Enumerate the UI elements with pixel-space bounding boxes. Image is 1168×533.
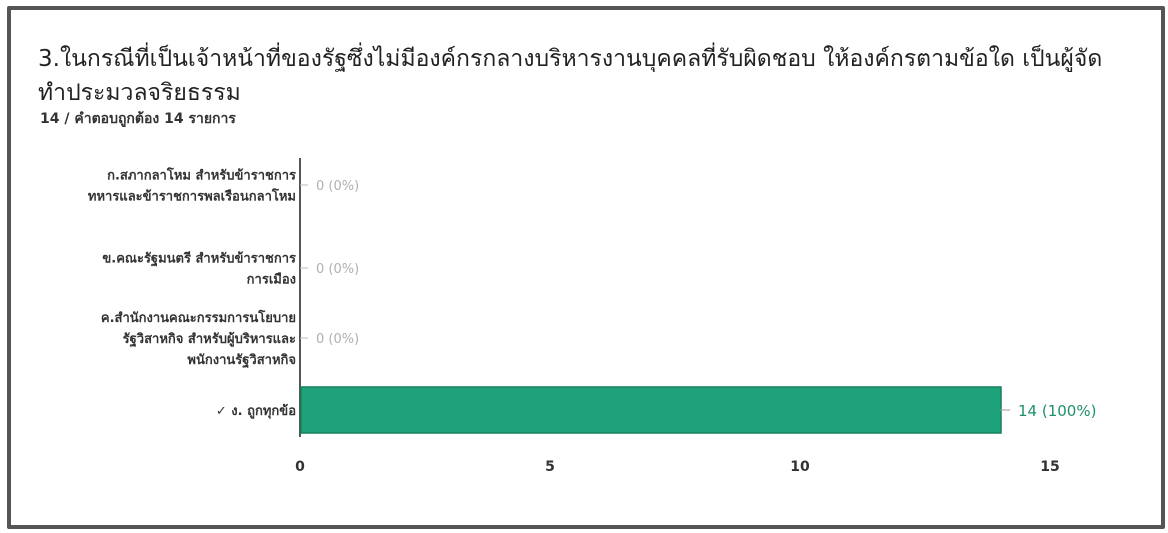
category-label: การเมือง [247,272,296,288]
x-tick-label: 10 [790,459,810,475]
bar [300,386,1002,434]
x-tick-label: 5 [545,459,555,475]
question-card [7,6,1165,529]
category-label: ค.สำนักงานคณะกรรมการนโยบาย [101,309,296,326]
category-label: ก.สภากลาโหม สำหรับข้าราชการ [107,167,296,184]
category-label: รัฐวิสาหกิจ สำหรับผู้บริหารและ [123,331,296,348]
category-label: ทหารและข้าราชการพลเรือนกลาโหม [88,188,296,205]
question-summary: 14 / คำตอบถูกต้อง 14 รายการ [40,111,236,127]
value-label: 0 (0%) [316,262,359,277]
value-label: 0 (0%) [316,179,359,194]
category-label: ข.คณะรัฐมนตรี สำหรับข้าราชการ [102,251,296,268]
value-label: 14 (100%) [1018,402,1096,420]
x-tick-label: 15 [1040,459,1059,475]
value-label: 0 (0%) [316,332,359,347]
category-label: ✓ ง. ถูกทุกข้อ [216,403,296,419]
question-title: 3.ในกรณีที่เป็นเจ้าหน้าที่ของรัฐซึ่งไม่ม… [38,46,1103,106]
x-tick-label: 0 [295,459,305,475]
category-label: พนักงานรัฐวิสาหกิจ [187,353,296,369]
